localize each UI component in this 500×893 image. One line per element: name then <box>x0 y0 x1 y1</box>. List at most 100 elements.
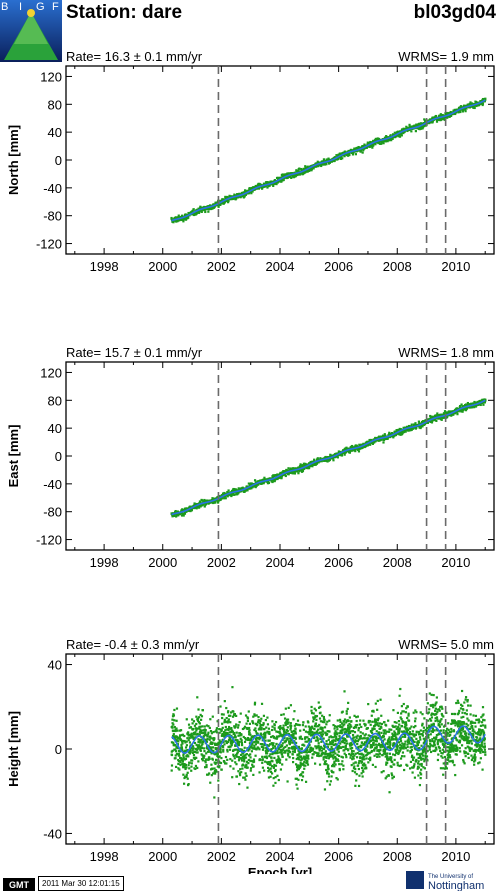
data-point <box>360 725 363 729</box>
data-point <box>197 716 201 719</box>
data-point <box>286 730 289 733</box>
data-point <box>334 763 337 766</box>
data-point <box>183 776 186 780</box>
data-point <box>424 419 427 422</box>
data-point <box>266 752 269 755</box>
data-point <box>224 497 227 500</box>
data-point <box>247 482 250 485</box>
data-point <box>238 721 241 724</box>
data-point <box>194 731 197 734</box>
data-point <box>236 726 240 729</box>
data-point <box>390 765 393 769</box>
data-point <box>406 428 409 431</box>
data-point <box>170 216 173 220</box>
data-point <box>247 758 250 762</box>
data-point <box>189 509 192 513</box>
data-point <box>235 723 238 726</box>
data-point <box>228 737 231 741</box>
data-point <box>363 767 366 770</box>
data-point <box>275 759 278 762</box>
data-point <box>343 718 347 721</box>
data-point <box>266 744 269 747</box>
data-point <box>171 734 175 738</box>
data-point <box>171 718 174 721</box>
x-tick-label: 2008 <box>383 259 412 274</box>
data-point <box>281 179 284 182</box>
data-point <box>290 176 293 179</box>
data-point <box>376 699 379 703</box>
data-point <box>348 716 351 719</box>
data-point <box>211 746 215 749</box>
data-point <box>335 154 338 157</box>
data-point <box>376 749 379 752</box>
data-point <box>374 143 377 146</box>
data-point <box>307 757 310 760</box>
data-point <box>283 730 286 734</box>
x-tick-label: 2010 <box>441 849 470 864</box>
data-point <box>363 722 366 726</box>
data-point <box>294 777 297 780</box>
data-point <box>283 741 286 744</box>
data-point <box>355 779 358 782</box>
data-point <box>303 467 306 470</box>
data-point <box>357 784 361 788</box>
data-point <box>280 753 283 756</box>
x-tick-label: 2010 <box>441 259 470 274</box>
data-point <box>287 473 290 476</box>
data-point <box>243 746 246 749</box>
data-point <box>372 144 375 147</box>
data-point <box>211 207 214 210</box>
data-point <box>341 726 344 729</box>
data-point <box>197 740 200 744</box>
data-point <box>388 138 391 142</box>
data-point <box>271 725 274 728</box>
fit-line <box>171 99 486 222</box>
data-point <box>227 714 231 717</box>
data-point <box>270 728 274 732</box>
data-point <box>255 484 258 487</box>
data-point <box>265 726 268 729</box>
data-point <box>359 737 362 740</box>
data-point <box>233 748 236 751</box>
data-point <box>264 733 267 737</box>
data-point <box>443 410 447 413</box>
data-point <box>344 731 348 734</box>
data-point <box>342 739 345 742</box>
data-point <box>199 209 202 212</box>
data-point <box>251 720 254 723</box>
data-point <box>282 713 285 716</box>
data-point <box>314 739 318 742</box>
data-point <box>218 728 221 731</box>
data-point <box>262 185 265 188</box>
data-point <box>389 743 392 746</box>
data-point <box>284 751 287 754</box>
data-point <box>388 431 391 434</box>
data-point <box>179 763 182 767</box>
data-point <box>257 741 260 744</box>
data-point <box>255 714 258 717</box>
data-point <box>304 758 307 761</box>
data-point <box>262 736 265 739</box>
data-point <box>244 772 247 775</box>
data-point <box>219 705 222 708</box>
data-point <box>375 745 378 749</box>
data-point <box>319 457 322 460</box>
data-point <box>294 741 298 745</box>
data-point <box>222 733 225 736</box>
data-point <box>178 734 182 737</box>
data-point <box>243 776 246 779</box>
data-point <box>234 725 237 728</box>
data-point <box>322 158 326 161</box>
data-point <box>256 732 259 735</box>
data-point <box>187 739 190 742</box>
data-point <box>246 717 250 720</box>
data-point <box>237 742 240 745</box>
data-point <box>281 748 285 751</box>
data-point <box>371 146 374 149</box>
data-point <box>299 172 302 175</box>
data-point <box>319 711 322 714</box>
data-point <box>270 748 273 751</box>
data-point <box>244 766 247 769</box>
data-point <box>231 686 234 689</box>
data-point <box>374 719 377 722</box>
